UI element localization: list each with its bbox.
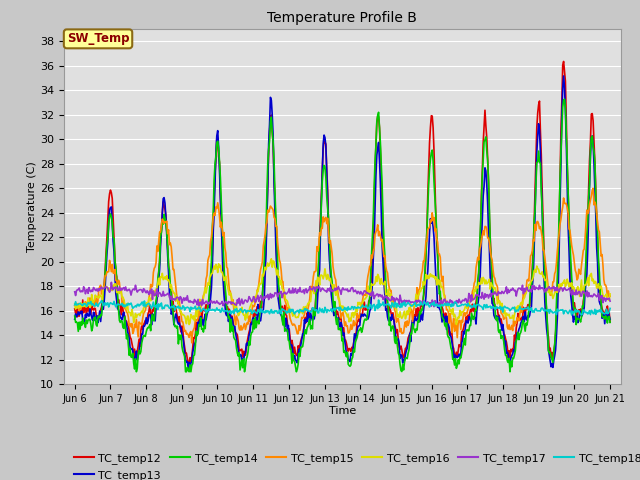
Line: TC_temp12: TC_temp12 bbox=[75, 61, 610, 365]
Line: TC_temp13: TC_temp13 bbox=[75, 76, 610, 370]
TC_temp18 bbox=[209, 306, 216, 312]
TC_temp17 bbox=[71, 289, 79, 295]
TC_temp14 bbox=[429, 158, 437, 164]
TC_temp12 bbox=[475, 270, 483, 276]
TC_temp17 bbox=[429, 299, 437, 305]
Legend: TC_temp12, TC_temp13, TC_temp14, TC_temp15, TC_temp16, TC_temp17, TC_temp18: TC_temp12, TC_temp13, TC_temp14, TC_temp… bbox=[70, 449, 640, 480]
TC_temp13 bbox=[606, 316, 614, 322]
TC_temp16 bbox=[71, 301, 79, 307]
TC_temp12 bbox=[166, 278, 173, 284]
TC_temp18 bbox=[475, 301, 483, 307]
TC_temp16 bbox=[476, 281, 483, 287]
TC_temp18 bbox=[568, 312, 575, 318]
TC_temp14 bbox=[561, 96, 568, 102]
TC_temp18 bbox=[606, 305, 614, 311]
TC_temp18 bbox=[429, 302, 437, 308]
TC_temp18 bbox=[166, 305, 173, 311]
TC_temp17 bbox=[430, 304, 438, 310]
X-axis label: Time: Time bbox=[329, 407, 356, 417]
TC_temp17 bbox=[108, 279, 115, 285]
TC_temp15 bbox=[71, 303, 79, 309]
TC_temp13 bbox=[166, 290, 173, 296]
TC_temp16 bbox=[606, 291, 614, 297]
TC_temp18 bbox=[71, 302, 79, 308]
TC_temp12 bbox=[71, 306, 79, 312]
TC_temp15 bbox=[606, 293, 614, 299]
TC_temp13 bbox=[387, 318, 395, 324]
TC_temp16 bbox=[315, 276, 323, 281]
TC_temp13 bbox=[475, 295, 483, 300]
Line: TC_temp18: TC_temp18 bbox=[75, 300, 610, 315]
TC_temp12 bbox=[314, 288, 322, 293]
TC_temp16 bbox=[185, 322, 193, 327]
TC_temp15 bbox=[589, 185, 597, 191]
Line: TC_temp15: TC_temp15 bbox=[75, 188, 610, 343]
TC_temp12 bbox=[387, 310, 395, 316]
Title: Temperature Profile B: Temperature Profile B bbox=[268, 11, 417, 25]
TC_temp14 bbox=[387, 328, 395, 334]
Line: TC_temp17: TC_temp17 bbox=[75, 282, 610, 307]
TC_temp15 bbox=[209, 214, 217, 219]
TC_temp13 bbox=[186, 367, 194, 373]
TC_temp17 bbox=[606, 298, 614, 304]
TC_temp16 bbox=[388, 300, 396, 305]
Line: TC_temp14: TC_temp14 bbox=[75, 99, 610, 372]
TC_temp13 bbox=[560, 73, 568, 79]
Text: SW_Temp: SW_Temp bbox=[67, 32, 129, 45]
TC_temp15 bbox=[314, 248, 322, 254]
TC_temp12 bbox=[209, 222, 217, 228]
TC_temp16 bbox=[209, 266, 217, 272]
TC_temp18 bbox=[387, 305, 395, 311]
TC_temp18 bbox=[375, 297, 383, 303]
TC_temp13 bbox=[71, 316, 79, 322]
TC_temp14 bbox=[132, 369, 140, 374]
Y-axis label: Temperature (C): Temperature (C) bbox=[28, 161, 37, 252]
TC_temp14 bbox=[606, 320, 614, 325]
TC_temp15 bbox=[188, 340, 196, 346]
TC_temp12 bbox=[560, 59, 568, 64]
TC_temp12 bbox=[429, 125, 437, 131]
TC_temp17 bbox=[209, 300, 217, 305]
TC_temp15 bbox=[429, 217, 437, 223]
TC_temp14 bbox=[475, 270, 483, 276]
TC_temp12 bbox=[606, 319, 614, 325]
TC_temp15 bbox=[166, 242, 173, 248]
TC_temp16 bbox=[166, 280, 173, 286]
TC_temp13 bbox=[429, 224, 437, 230]
TC_temp17 bbox=[476, 293, 483, 299]
TC_temp14 bbox=[166, 282, 174, 288]
TC_temp16 bbox=[268, 256, 275, 262]
TC_temp16 bbox=[430, 273, 438, 279]
TC_temp13 bbox=[314, 291, 322, 297]
TC_temp12 bbox=[184, 362, 192, 368]
TC_temp15 bbox=[387, 288, 395, 293]
TC_temp17 bbox=[166, 296, 174, 302]
TC_temp18 bbox=[313, 307, 321, 313]
TC_temp17 bbox=[314, 285, 322, 291]
TC_temp14 bbox=[209, 209, 217, 215]
TC_temp13 bbox=[209, 228, 217, 234]
TC_temp15 bbox=[475, 257, 483, 263]
TC_temp14 bbox=[314, 274, 322, 279]
TC_temp14 bbox=[71, 313, 79, 319]
Line: TC_temp16: TC_temp16 bbox=[75, 259, 610, 324]
TC_temp17 bbox=[387, 298, 395, 303]
